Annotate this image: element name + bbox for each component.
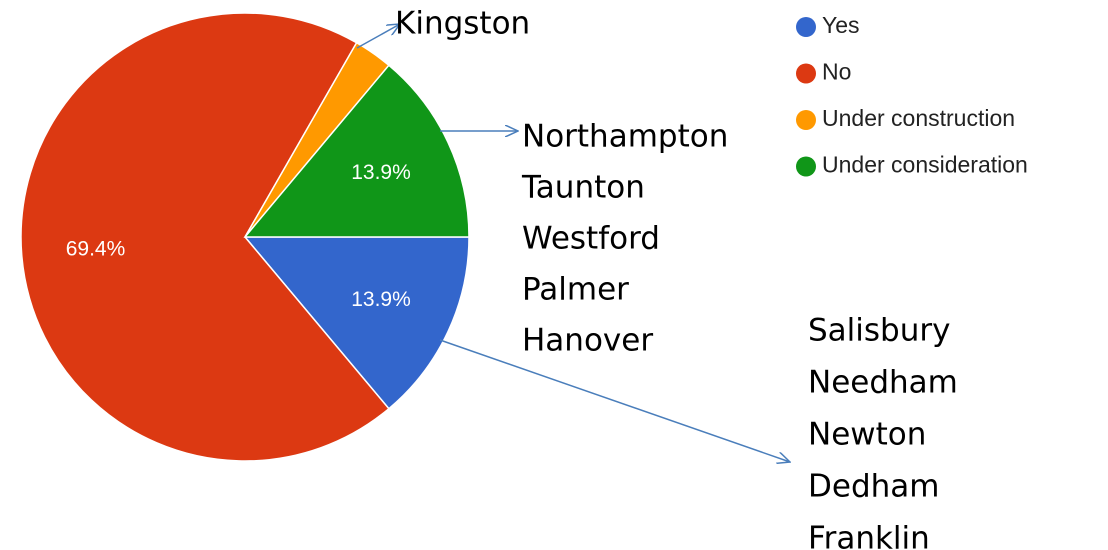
annotation: Hanover — [522, 323, 653, 359]
annotation: Northampton — [522, 119, 728, 155]
pie-slice — [20, 12, 390, 462]
legend-marker — [796, 110, 816, 130]
arrow — [356, 24, 400, 49]
pie-slice — [243, 64, 470, 238]
annotation: Salisbury — [808, 313, 950, 349]
pie — [20, 12, 470, 462]
legend-marker — [796, 17, 816, 37]
annotation: Needham — [808, 365, 958, 401]
legend-marker — [796, 156, 816, 177]
legend-label: Under consideration — [822, 152, 1028, 178]
slice-label: 69.4% — [66, 238, 126, 261]
legend-label: Under construction — [822, 105, 1015, 131]
pie-slice — [243, 236, 470, 410]
arrow — [439, 339, 790, 462]
annotation: Newton — [808, 417, 926, 453]
legend-marker — [796, 63, 816, 84]
legend-label: No — [822, 59, 851, 85]
annotation: Westford — [522, 221, 660, 257]
slice-label: 13.9% — [351, 288, 411, 311]
annotation: Taunton — [521, 170, 645, 206]
slice-label: 13.9% — [351, 161, 411, 184]
annotation: Kingston — [395, 6, 530, 42]
annotation: Palmer — [522, 272, 629, 308]
annotation: Franklin — [808, 521, 930, 550]
annotation: Dedham — [808, 469, 939, 505]
legend-label: Yes — [822, 12, 860, 38]
